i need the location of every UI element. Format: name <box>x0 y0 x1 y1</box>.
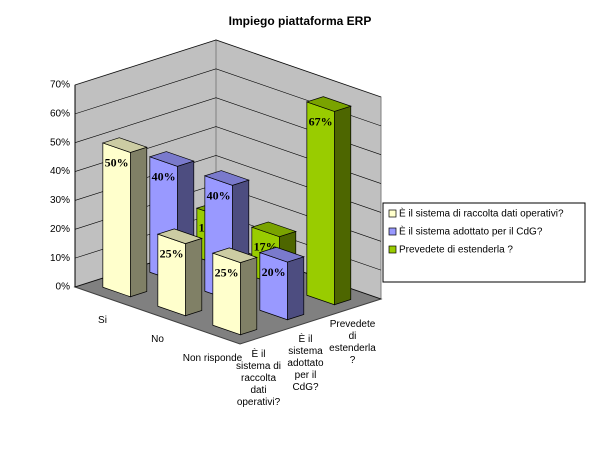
x-tick-label: No <box>151 333 164 345</box>
depth-tick-label: Prevedete di estenderla ? <box>329 318 376 366</box>
y-tick-label: 70% <box>50 80 70 91</box>
bar-side <box>240 256 258 336</box>
y-tick-label: 50% <box>50 137 70 148</box>
value-label: 25% <box>160 247 184 261</box>
y-tick-label: 30% <box>50 195 70 206</box>
bar: 67% <box>305 96 352 306</box>
bar: 20% <box>258 246 305 321</box>
depth-tick-label: È il sistema di raccolta dati operativi? <box>235 348 281 408</box>
bar-top <box>203 170 250 186</box>
x-tick-label: Non risponde <box>182 352 243 364</box>
bar-top <box>250 221 297 238</box>
legend-box <box>382 202 586 283</box>
y-tick-label: 0% <box>56 282 71 293</box>
legend-swatch <box>388 209 397 218</box>
value-label: 25% <box>215 266 239 280</box>
bar: 25% <box>156 228 203 317</box>
bar-side <box>185 237 203 317</box>
legend-label: È il sistema di raccolta dati operativi? <box>399 207 564 220</box>
legend-swatch <box>388 227 397 236</box>
grid-line <box>74 39 382 98</box>
bar: 50% <box>101 137 148 298</box>
legend: È il sistema di raccolta dati operativi?… <box>382 202 586 283</box>
bar-front <box>306 101 335 306</box>
x-tick-label: Si <box>98 314 107 326</box>
bar: 25% <box>211 247 258 336</box>
bar-front <box>259 252 288 321</box>
y-tick-label: 60% <box>50 108 70 119</box>
y-tick-label: 40% <box>50 166 70 177</box>
value-label: 67% <box>309 114 333 128</box>
bar-top <box>258 246 305 263</box>
bar-top <box>211 247 258 263</box>
bar-top <box>101 137 148 153</box>
y-tick-label: 20% <box>50 224 70 235</box>
value-label: 40% <box>152 169 176 183</box>
legend-label: È il sistema adottato per il CdG? <box>399 225 543 238</box>
chart-title: Impiego piattaforma ERP <box>229 14 372 28</box>
value-label: 20% <box>262 265 286 279</box>
value-label: 50% <box>105 155 129 169</box>
legend-swatch <box>388 245 397 254</box>
bar-top <box>148 151 195 167</box>
bar-top <box>156 228 203 244</box>
depth-tick-label: È il sistema adottato per il CdG? <box>287 333 324 393</box>
bar-side <box>130 146 148 298</box>
bar-side <box>334 105 352 306</box>
bar-top <box>305 96 352 112</box>
y-tick-label: 10% <box>50 253 70 264</box>
bar-side <box>287 256 305 321</box>
value-label: 40% <box>207 188 231 202</box>
legend-label: Prevedete di estenderla ? <box>399 245 513 256</box>
